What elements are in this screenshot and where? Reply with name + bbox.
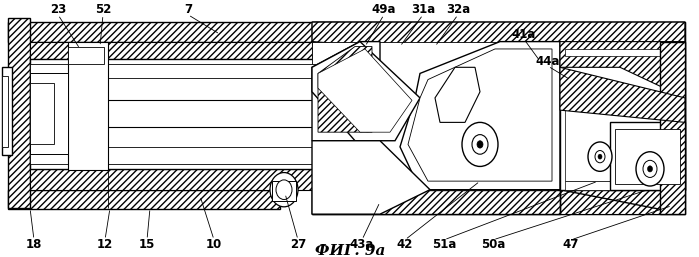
Polygon shape xyxy=(8,22,340,42)
Polygon shape xyxy=(400,42,560,190)
Polygon shape xyxy=(68,47,104,64)
Text: 12: 12 xyxy=(97,238,113,251)
Polygon shape xyxy=(30,64,315,78)
Polygon shape xyxy=(560,67,685,122)
Text: 18: 18 xyxy=(26,238,42,251)
Text: ФИГ. 9а: ФИГ. 9а xyxy=(315,244,385,257)
Polygon shape xyxy=(435,67,480,122)
Circle shape xyxy=(595,151,605,163)
Circle shape xyxy=(462,122,498,167)
Polygon shape xyxy=(30,83,54,144)
Polygon shape xyxy=(560,42,685,190)
Polygon shape xyxy=(68,42,108,170)
Polygon shape xyxy=(312,141,430,214)
Circle shape xyxy=(588,142,612,171)
Circle shape xyxy=(270,172,298,207)
Circle shape xyxy=(477,141,483,148)
Polygon shape xyxy=(615,128,680,183)
Polygon shape xyxy=(2,76,8,147)
Text: 44a: 44a xyxy=(535,55,561,68)
Text: 10: 10 xyxy=(206,238,222,251)
Text: 41a: 41a xyxy=(512,28,536,41)
Circle shape xyxy=(643,160,657,177)
Polygon shape xyxy=(620,159,685,190)
Polygon shape xyxy=(610,122,685,190)
Polygon shape xyxy=(660,42,685,214)
Polygon shape xyxy=(30,59,315,169)
Polygon shape xyxy=(565,49,680,181)
Polygon shape xyxy=(312,22,685,42)
Polygon shape xyxy=(312,42,380,141)
Text: 49a: 49a xyxy=(372,3,396,16)
Text: 47: 47 xyxy=(563,238,579,251)
Polygon shape xyxy=(30,42,312,59)
Polygon shape xyxy=(312,22,685,214)
Polygon shape xyxy=(2,67,12,155)
Polygon shape xyxy=(312,42,420,141)
Polygon shape xyxy=(312,190,685,214)
Circle shape xyxy=(647,166,652,172)
Polygon shape xyxy=(30,169,312,190)
Circle shape xyxy=(598,154,602,159)
Text: 42: 42 xyxy=(397,238,413,251)
Polygon shape xyxy=(408,49,552,181)
Text: 23: 23 xyxy=(50,3,66,16)
Text: 43a: 43a xyxy=(350,238,374,251)
Polygon shape xyxy=(8,190,280,209)
Polygon shape xyxy=(318,47,372,132)
Text: 51a: 51a xyxy=(432,238,456,251)
Text: 32a: 32a xyxy=(446,3,470,16)
Polygon shape xyxy=(565,49,685,190)
Text: 31a: 31a xyxy=(411,3,435,16)
Text: 15: 15 xyxy=(139,238,155,251)
Circle shape xyxy=(276,180,292,199)
Circle shape xyxy=(472,135,488,154)
Polygon shape xyxy=(8,18,30,208)
Polygon shape xyxy=(272,181,296,201)
Polygon shape xyxy=(318,49,412,132)
Polygon shape xyxy=(30,83,80,144)
Polygon shape xyxy=(312,22,685,67)
Text: 27: 27 xyxy=(290,238,306,251)
Polygon shape xyxy=(560,42,685,98)
Text: 50a: 50a xyxy=(481,238,505,251)
Polygon shape xyxy=(312,42,557,190)
Polygon shape xyxy=(560,171,685,214)
Polygon shape xyxy=(312,190,560,214)
Polygon shape xyxy=(30,100,315,127)
Circle shape xyxy=(636,152,664,186)
Text: 52: 52 xyxy=(95,3,111,16)
Text: 7: 7 xyxy=(184,3,192,16)
Polygon shape xyxy=(30,74,68,154)
Polygon shape xyxy=(312,22,685,42)
Polygon shape xyxy=(30,147,315,164)
